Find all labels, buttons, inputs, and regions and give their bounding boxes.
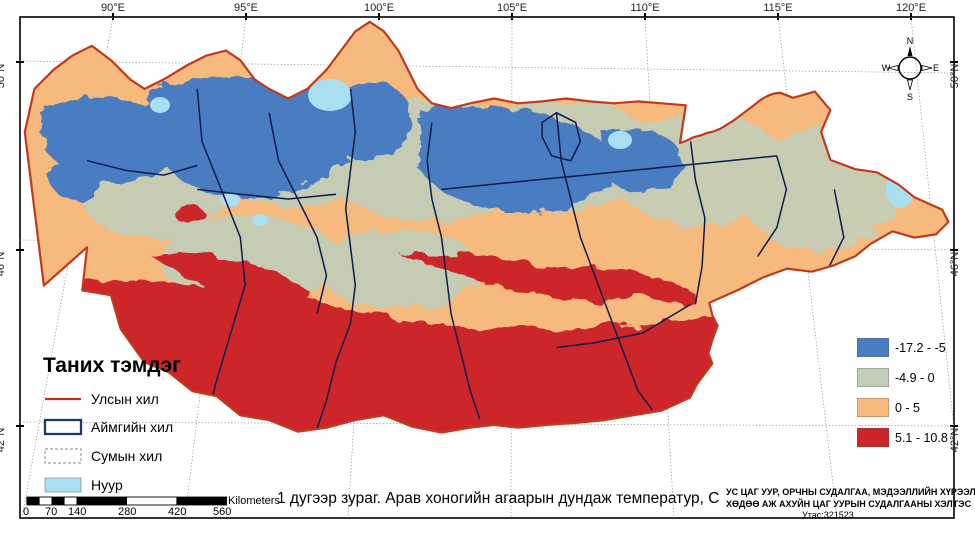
- svg-text:E: E: [933, 63, 939, 73]
- svg-text:W: W: [882, 63, 891, 73]
- svg-text:N: N: [907, 36, 914, 46]
- svg-text:S: S: [907, 92, 913, 102]
